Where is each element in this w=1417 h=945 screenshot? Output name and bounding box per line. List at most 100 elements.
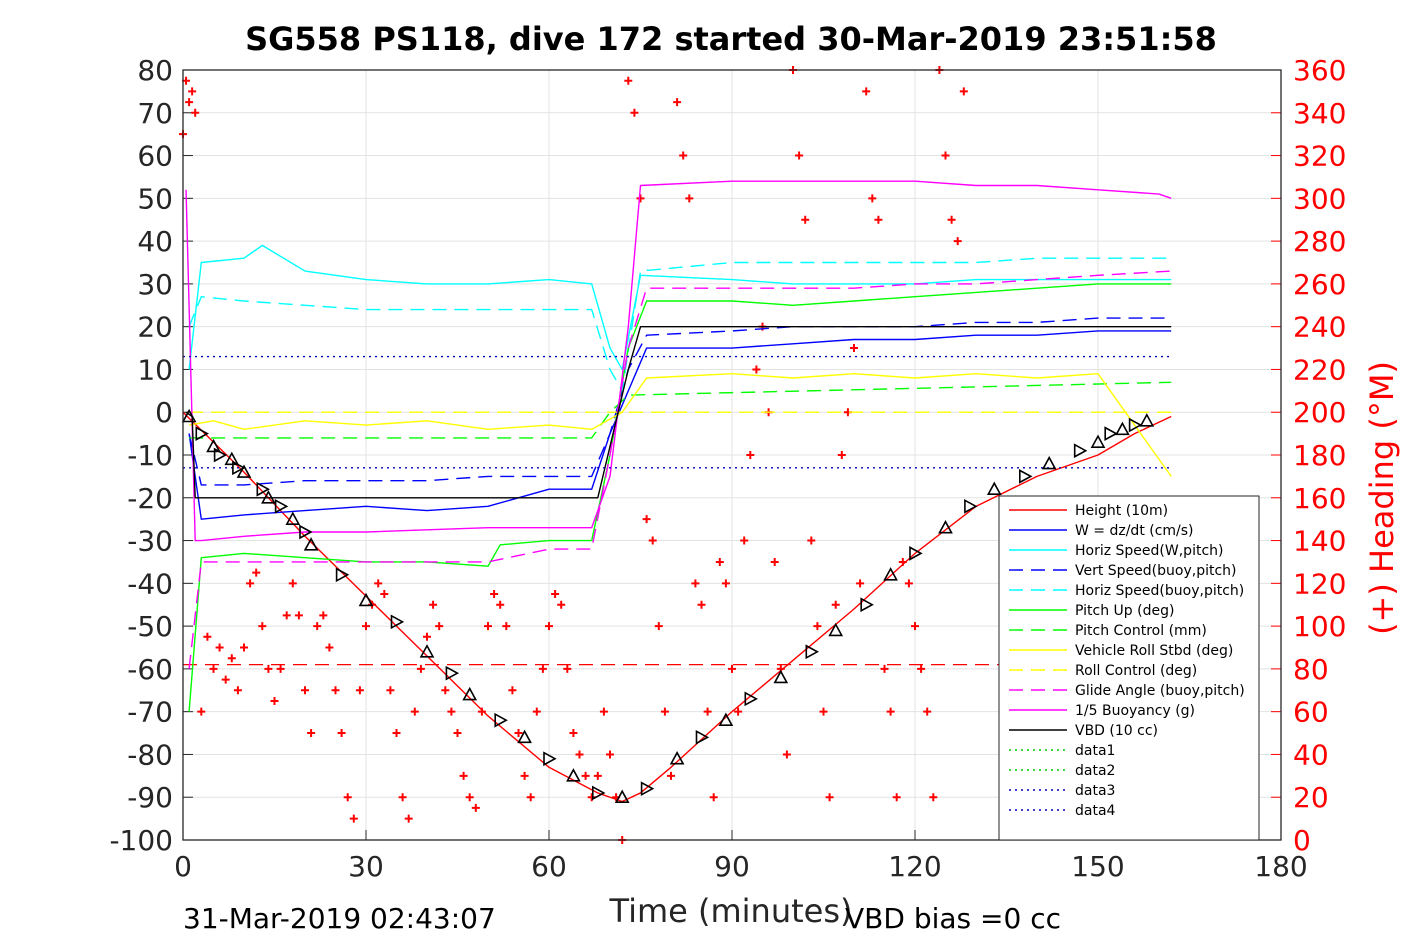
y-right-axis-label: (+) Heading (°M) [1363, 361, 1401, 635]
heading-point [410, 707, 419, 716]
heading-point [691, 579, 700, 588]
depth-marker [773, 669, 789, 684]
heading-point [874, 215, 883, 224]
legend-label: data2 [1075, 763, 1115, 779]
x-tick-label: 30 [348, 850, 384, 883]
depth-marker [1018, 469, 1033, 484]
heading-point [258, 622, 267, 631]
heading-point [313, 622, 322, 631]
heading-point [941, 151, 950, 160]
y-right-tick-label: 280 [1293, 225, 1346, 258]
heading-point [538, 664, 547, 673]
heading-point [209, 664, 218, 673]
heading-point [227, 654, 236, 663]
heading-point [441, 686, 450, 695]
x-axis-label: Time (minutes) [609, 892, 853, 930]
y-right-tick-label: 340 [1293, 97, 1346, 130]
depth-marker [1115, 421, 1130, 436]
depth-marker [285, 511, 301, 525]
heading-point [343, 793, 352, 802]
depth-marker [1073, 443, 1088, 459]
y-tick-label: 40 [137, 225, 173, 258]
heading-point [221, 675, 230, 684]
series-line [185, 180, 1172, 542]
legend-label: Horiz Speed(W,pitch) [1075, 543, 1223, 559]
heading-point [404, 814, 413, 823]
heading-point [490, 590, 499, 599]
heading-point [856, 579, 865, 588]
plot-frame [182, 69, 1282, 841]
heading-point [599, 707, 608, 716]
heading-point [904, 579, 913, 588]
heading-point [569, 729, 578, 738]
x-tick-label: 120 [888, 850, 941, 883]
heading-point [697, 600, 706, 609]
depth-marker [358, 592, 374, 607]
heading-point [837, 451, 846, 459]
y-tick-label: -20 [127, 482, 173, 515]
depth-marker [883, 567, 898, 581]
heading-point [282, 611, 291, 620]
depth-marker [195, 426, 209, 441]
heading-point [435, 622, 444, 631]
y-right-tick-label: 200 [1293, 396, 1346, 429]
legend-label: data1 [1075, 743, 1115, 759]
legend-label: 1/5 Buoyancy (g) [1075, 703, 1195, 719]
y-tick-label: 30 [137, 268, 173, 301]
heading-point [416, 664, 425, 673]
heading-point [880, 664, 889, 673]
footer-vbd-bias: VBD bias =0 cc [845, 902, 1061, 935]
heading-point [715, 557, 724, 566]
heading-point [270, 696, 279, 705]
legend-label: Height (10m) [1075, 503, 1168, 519]
heading-point [484, 622, 492, 631]
y-right-tick-label: 320 [1293, 140, 1346, 173]
legend-label: Pitch Up (deg) [1075, 603, 1174, 619]
depth-marker [445, 665, 460, 681]
heading-point [728, 664, 736, 673]
y-right-tick-label: 160 [1293, 482, 1346, 515]
legend-label: data4 [1075, 803, 1116, 819]
depth-marker [986, 481, 1002, 496]
heading-point [301, 686, 309, 695]
depth-marker [566, 768, 581, 782]
heading-point [831, 600, 840, 609]
x-tick-label: 90 [714, 850, 750, 883]
heading-point [642, 515, 651, 524]
y-tick-labels: 80 70 60 50 40 30 20 10 0 -10 -20 -30 -40 -50 -60 -70 -8… [109, 54, 173, 857]
heading-point [959, 87, 968, 96]
depth-marker [614, 789, 630, 804]
depth-marker [860, 597, 874, 613]
heading-point [721, 579, 730, 588]
y-tick-label: 50 [137, 182, 173, 215]
heading-point [471, 803, 480, 812]
heading-point [191, 108, 200, 117]
heading-point [362, 622, 370, 631]
heading-point [734, 707, 743, 716]
heading-point [496, 600, 505, 609]
depth-marker [232, 460, 246, 476]
heading-point [929, 793, 938, 802]
y-tick-label: -10 [127, 439, 173, 472]
legend-label: data3 [1075, 783, 1115, 799]
heading-point [465, 793, 474, 802]
heading-point [429, 600, 438, 609]
legend: Height (10m) W = dz/dt (cm/s) Horiz Speed(… [998, 495, 1260, 841]
legend-label: Glide Angle (buoy,pitch) [1075, 683, 1245, 699]
heading-point [185, 98, 194, 107]
y-right-tick-label: 100 [1293, 610, 1346, 643]
depth-marker [462, 686, 478, 701]
heading-point [392, 729, 401, 738]
heading-point [337, 729, 346, 738]
y-right-tick-label: 220 [1293, 353, 1346, 386]
heading-point [508, 686, 517, 695]
y-tick-label: -90 [127, 781, 173, 814]
series-lines [182, 180, 1172, 803]
depth-marker [938, 520, 953, 534]
y-tick-label: -30 [127, 525, 173, 558]
heading-point [911, 622, 919, 631]
heading-point [380, 590, 389, 599]
footer-timestamp: 31-Mar-2019 02:43:07 [183, 902, 496, 935]
depth-marker [390, 614, 405, 630]
chart-title: SG558 PS118, dive 172 started 30-Mar-201… [245, 20, 1217, 58]
